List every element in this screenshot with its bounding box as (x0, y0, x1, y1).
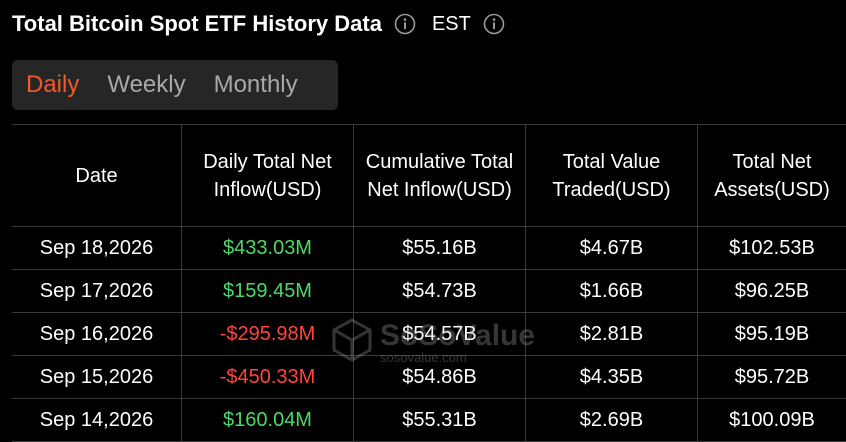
net-assets-cell: $95.19B (734, 322, 810, 345)
header: Total Bitcoin Spot ETF History Data EST (12, 8, 505, 40)
daily-net-inflow-cell: -$450.33M (182, 356, 354, 398)
value-traded-cell: $4.67B (526, 227, 698, 269)
cumulative-net-inflow-cell: $55.31B (354, 399, 526, 441)
column-header-net-assets[interactable]: Total Net Assets(USD) (714, 150, 830, 201)
daily-net-inflow-cell: $160.04M (182, 399, 354, 441)
timezone-label: EST (431, 12, 471, 35)
net-assets-cell: $96.25B (734, 279, 810, 302)
tab-weekly[interactable]: Weekly (107, 71, 186, 98)
column-header-cumulative-net-inflow[interactable]: Cumulative Total Net Inflow(USD) (354, 125, 526, 226)
info-icon[interactable] (394, 13, 416, 35)
daily-net-inflow-cell: -$295.98M (182, 313, 354, 355)
table-row[interactable]: Sep 18,2026 $433.03M $55.16B $4.67B $102… (12, 227, 846, 270)
table-row[interactable]: Sep 14,2026 $160.04M $55.31B $2.69B $100… (12, 399, 846, 442)
date-cell: Sep 17,2026 (12, 270, 182, 312)
cumulative-net-inflow-cell: $55.16B (354, 227, 526, 269)
period-tabs: Daily Weekly Monthly (12, 60, 338, 110)
daily-net-inflow-cell: $433.03M (182, 227, 354, 269)
net-assets-cell: $95.72B (734, 365, 810, 388)
value-traded-cell: $2.69B (526, 399, 698, 441)
column-header-daily-net-inflow[interactable]: Daily Total Net Inflow(USD) (182, 125, 354, 226)
net-assets-cell: $102.53B (729, 236, 815, 259)
cumulative-net-inflow-cell: $54.86B (354, 356, 526, 398)
value-traded-cell: $1.66B (526, 270, 698, 312)
page-title: Total Bitcoin Spot ETF History Data (12, 11, 382, 36)
date-cell: Sep 14,2026 (12, 399, 182, 441)
timezone-info-icon[interactable] (483, 13, 505, 35)
column-header-date[interactable]: Date (12, 125, 182, 226)
value-traded-cell: $4.35B (526, 356, 698, 398)
table-row[interactable]: Sep 16,2026 -$295.98M $54.57B $2.81B $95… (12, 313, 846, 356)
column-header-value-traded[interactable]: Total Value Traded(USD) (526, 125, 698, 226)
table-header-row: Date Daily Total Net Inflow(USD) Cumulat… (12, 125, 846, 227)
value-traded-cell: $2.81B (526, 313, 698, 355)
net-assets-cell: $100.09B (729, 408, 815, 431)
tab-daily[interactable]: Daily (26, 71, 80, 98)
table-row[interactable]: Sep 15,2026 -$450.33M $54.86B $4.35B $95… (12, 356, 846, 399)
date-cell: Sep 18,2026 (12, 227, 182, 269)
etf-history-table: Date Daily Total Net Inflow(USD) Cumulat… (12, 124, 846, 442)
cumulative-net-inflow-cell: $54.57B (354, 313, 526, 355)
date-cell: Sep 15,2026 (12, 356, 182, 398)
cumulative-net-inflow-cell: $54.73B (354, 270, 526, 312)
tab-monthly[interactable]: Monthly (213, 71, 298, 98)
daily-net-inflow-cell: $159.45M (182, 270, 354, 312)
table-row[interactable]: Sep 17,2026 $159.45M $54.73B $1.66B $96.… (12, 270, 846, 313)
date-cell: Sep 16,2026 (12, 313, 182, 355)
